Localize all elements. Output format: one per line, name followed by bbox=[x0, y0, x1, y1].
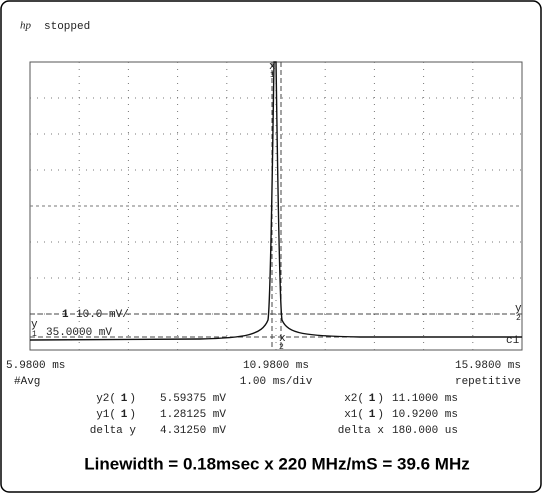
measurement-label: ) bbox=[377, 393, 384, 405]
cursor-top: x bbox=[269, 61, 276, 73]
cursor-bottom: x bbox=[279, 333, 286, 345]
measurement-label: ) bbox=[129, 393, 136, 405]
status: stopped bbox=[44, 21, 90, 33]
logo: hp bbox=[20, 20, 32, 32]
cursor-y1-label: y bbox=[31, 319, 38, 331]
cursor-top-index: 1 bbox=[270, 71, 275, 80]
measurement-label: ) bbox=[129, 409, 136, 421]
channel-offset: 35.0000 mV bbox=[46, 327, 112, 339]
acquisition: repetitive bbox=[455, 376, 521, 388]
measurement-channel: 1 bbox=[369, 409, 376, 421]
measurement-value: 4.31250 mV bbox=[160, 425, 226, 437]
time-scale: 1.00 ms/div bbox=[240, 376, 313, 388]
measurement-label: y1( bbox=[96, 409, 116, 421]
measurement-label: ) bbox=[377, 409, 384, 421]
channel-label: c1 bbox=[506, 335, 520, 347]
time-center: 10.9800 ms bbox=[243, 360, 309, 372]
acq-mode: #Avg bbox=[14, 376, 40, 388]
measurement-value: 5.59375 mV bbox=[160, 393, 226, 405]
time-left: 5.9800 ms bbox=[6, 360, 65, 372]
cursor-bottom-index: 2 bbox=[279, 343, 284, 352]
channel-number: 1 bbox=[62, 309, 69, 321]
measurements: y2( 1) 5.59375 mV x2( 1) 11.1000 ms y1( 1) 1.281… bbox=[90, 393, 458, 437]
measurement-label: x2( bbox=[344, 393, 364, 405]
measurement-channel: 1 bbox=[369, 393, 376, 405]
measurement-label: x1( bbox=[344, 409, 364, 421]
measurement-value: 180.000 us bbox=[392, 425, 458, 437]
measurement-label: delta y bbox=[90, 425, 137, 437]
trace bbox=[29, 61, 522, 341]
measurement-label: y2( bbox=[96, 393, 116, 405]
measurement-value: 10.9200 ms bbox=[392, 409, 458, 421]
time-right: 15.9800 ms bbox=[455, 360, 521, 372]
measurement-value: 1.28125 mV bbox=[160, 409, 226, 421]
measurement-channel: 1 bbox=[121, 409, 128, 421]
caption: Linewidth = 0.18msec x 220 MHz/mS = 39.6… bbox=[84, 454, 470, 473]
measurement-value: 11.1000 ms bbox=[392, 393, 458, 405]
cursor-y2-label: y bbox=[515, 303, 522, 315]
channel-scale: 10.0 mV/ bbox=[76, 309, 129, 321]
cursor-y1-index: 1 bbox=[32, 330, 37, 339]
measurement-channel: 1 bbox=[121, 393, 128, 405]
measurement-label: delta x bbox=[338, 425, 385, 437]
cursor-y2-index: 2 bbox=[516, 314, 521, 323]
